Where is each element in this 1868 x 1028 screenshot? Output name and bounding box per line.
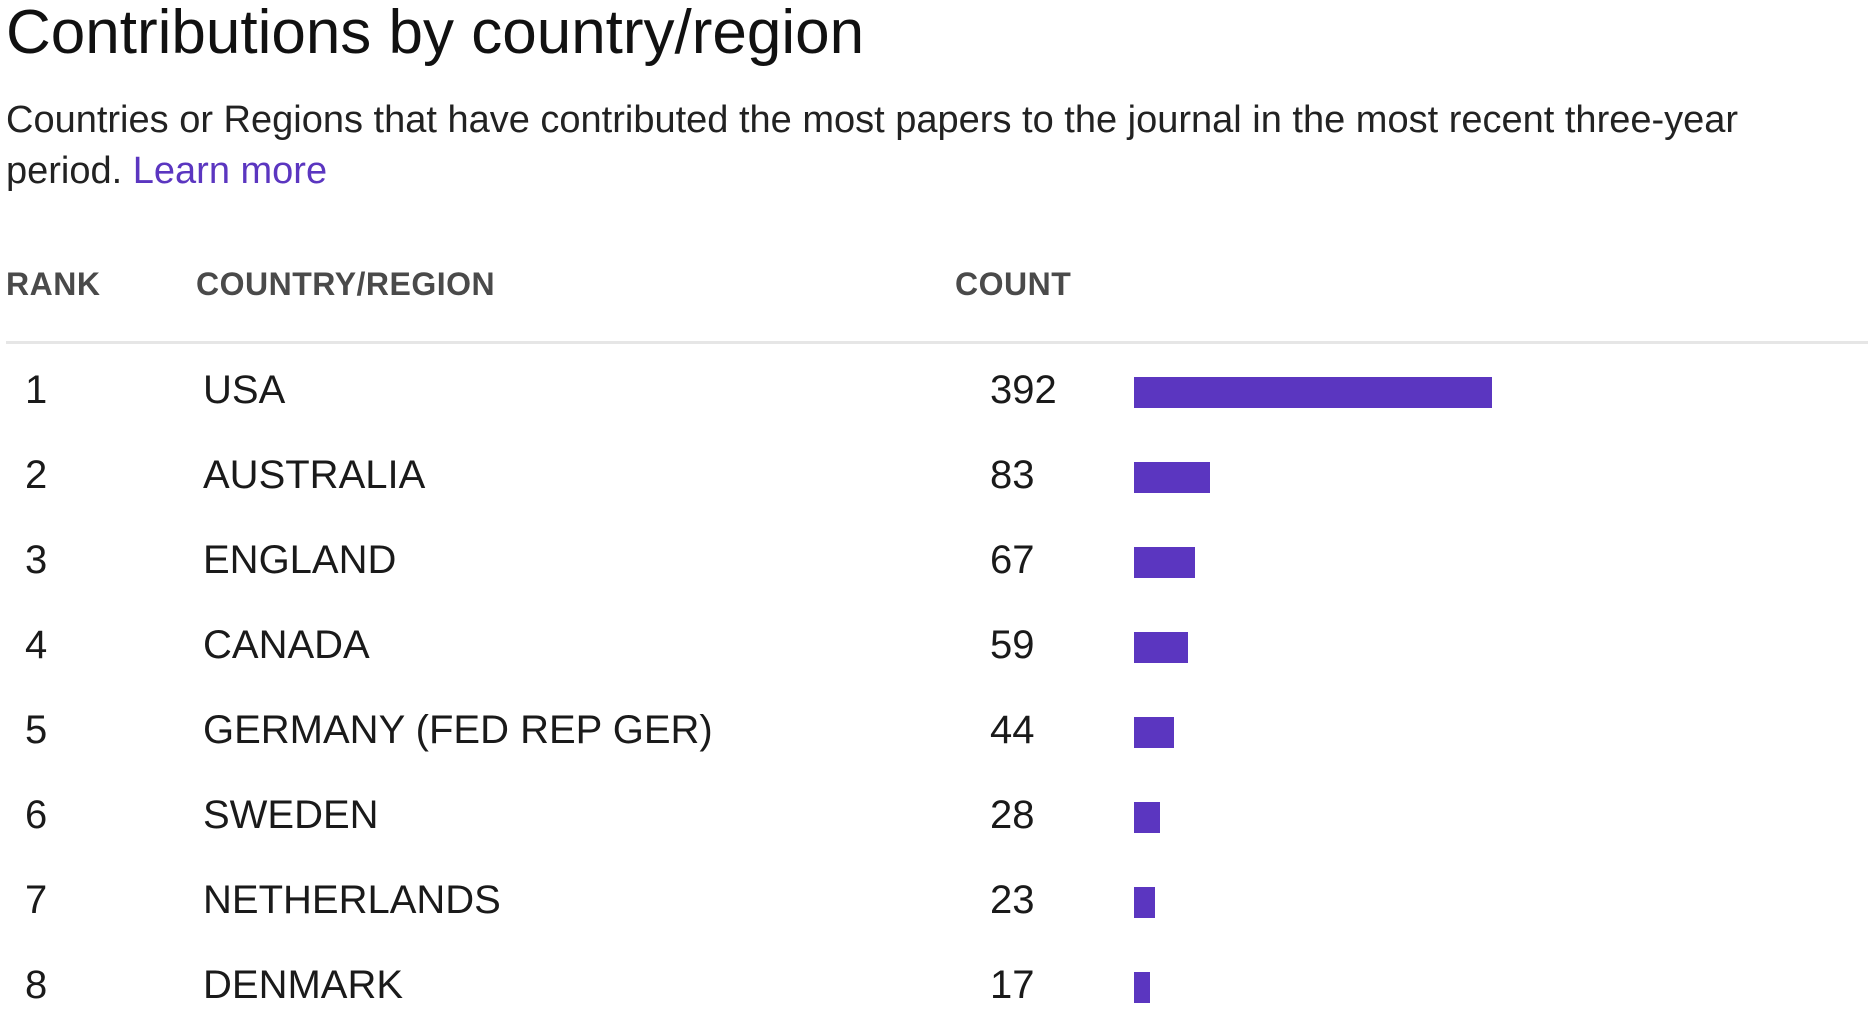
rank-cell: 8 <box>25 963 48 1007</box>
count-cell: 83 <box>990 453 1035 497</box>
description-text: Countries or Regions that have contribut… <box>6 99 1739 192</box>
column-header-count: COUNT <box>955 266 1072 302</box>
country-cell: CANADA <box>203 623 370 667</box>
count-cell: 67 <box>990 538 1035 582</box>
count-cell: 17 <box>990 963 1035 1007</box>
rank-cell: 1 <box>25 368 48 412</box>
rank-cell: 3 <box>25 538 48 582</box>
country-cell: DENMARK <box>203 963 404 1007</box>
table-row: 4 CANADA 59 <box>0 603 1868 688</box>
count-bar <box>1134 377 1492 408</box>
country-cell: GERMANY (FED REP GER) <box>203 708 713 752</box>
table-row: 6 SWEDEN 28 <box>0 773 1868 858</box>
learn-more-link[interactable]: Learn more <box>132 150 328 192</box>
chart-title: Contributions by country/region <box>6 0 865 67</box>
count-bar <box>1134 717 1174 748</box>
table-row: 7 NETHERLANDS 23 <box>0 858 1868 943</box>
table-row: 3 ENGLAND 67 <box>0 518 1868 603</box>
count-bar <box>1134 462 1210 493</box>
count-cell: 23 <box>990 878 1035 922</box>
country-cell: NETHERLANDS <box>203 878 501 922</box>
header-divider <box>6 341 1868 344</box>
table-row: 5 GERMANY (FED REP GER) 44 <box>0 688 1868 773</box>
count-cell: 28 <box>990 793 1035 837</box>
column-header-rank: RANK <box>6 266 101 302</box>
chart-description: Countries or Regions that have contribut… <box>6 95 1856 197</box>
rank-cell: 2 <box>25 453 48 497</box>
table-row: 8 DENMARK 17 <box>0 943 1868 1028</box>
count-bar <box>1134 972 1150 1003</box>
country-cell: USA <box>203 368 286 412</box>
count-cell: 44 <box>990 708 1035 752</box>
column-header-country: COUNTRY/REGION <box>196 266 496 302</box>
count-bar <box>1134 887 1155 918</box>
count-bar <box>1134 547 1195 578</box>
count-bar <box>1134 802 1160 833</box>
rank-cell: 6 <box>25 793 48 837</box>
rank-cell: 7 <box>25 878 48 922</box>
country-cell: AUSTRALIA <box>203 453 426 497</box>
country-cell: ENGLAND <box>203 538 397 582</box>
count-cell: 392 <box>990 368 1057 412</box>
rank-cell: 5 <box>25 708 48 752</box>
country-cell: SWEDEN <box>203 793 379 837</box>
count-cell: 59 <box>990 623 1035 667</box>
rank-cell: 4 <box>25 623 48 667</box>
count-bar <box>1134 632 1188 663</box>
table-row: 1 USA 392 <box>0 348 1868 433</box>
table-row: 2 AUSTRALIA 83 <box>0 433 1868 518</box>
